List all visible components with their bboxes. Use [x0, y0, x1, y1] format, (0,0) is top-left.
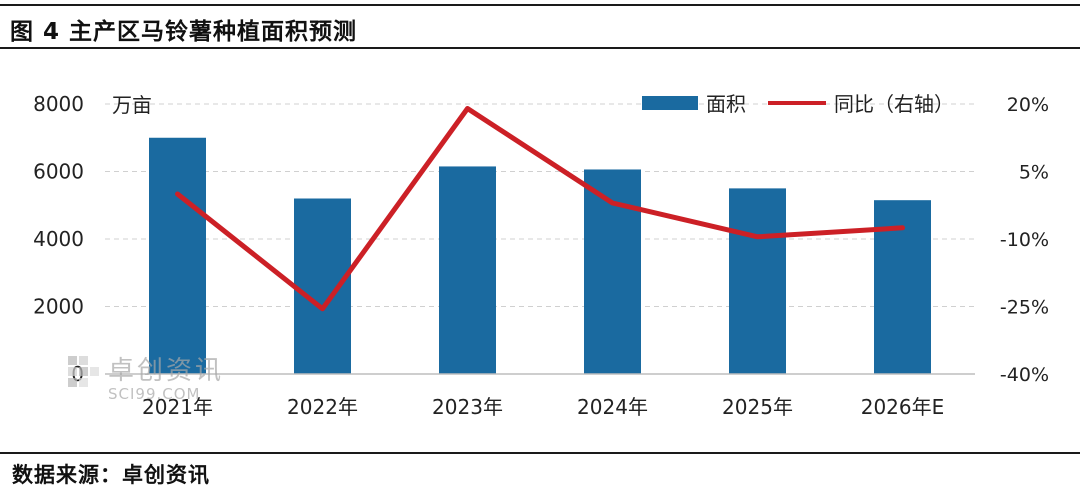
category-label: 2022年 — [287, 395, 358, 419]
left-tick-label: 8000 — [33, 92, 84, 116]
legend: 面积 同比（右轴） — [642, 88, 954, 117]
grid-lines — [105, 103, 975, 307]
category-label: 2025年 — [722, 395, 793, 419]
top-rule — [0, 4, 1080, 6]
bar — [149, 137, 206, 374]
category-label: 2026年E — [861, 395, 945, 419]
bar — [729, 188, 786, 374]
yoy-line — [175, 106, 905, 312]
left-axis-unit: 万亩 — [112, 93, 152, 117]
bar — [439, 166, 496, 374]
line-series — [175, 106, 905, 312]
right-tick-label: 5% — [1019, 162, 1049, 184]
title-rule — [0, 47, 1080, 49]
bar — [294, 198, 351, 374]
legend-bar-swatch — [642, 95, 698, 110]
right-tick-label: -40% — [1000, 364, 1049, 386]
left-tick-label: 0 — [71, 362, 84, 386]
right-tick-label: -10% — [1000, 229, 1049, 251]
right-tick-label: -25% — [1000, 297, 1049, 319]
right-axis: -40% -25% -10% 5% 20% — [1000, 94, 1049, 386]
left-tick-label: 6000 — [33, 160, 84, 184]
legend-line-swatch — [768, 100, 826, 105]
category-label: 2023年 — [432, 395, 503, 419]
legend-line-label: 同比（右轴） — [834, 92, 954, 116]
right-tick-label: 20% — [1007, 94, 1049, 116]
bottom-rule — [0, 452, 1080, 454]
left-axis: 0 2000 4000 6000 8000 — [33, 92, 84, 386]
category-label: 2024年 — [577, 395, 648, 419]
legend-bar-label: 面积 — [706, 92, 746, 116]
category-label: 2021年 — [142, 395, 213, 419]
bar-series — [149, 137, 931, 374]
left-tick-label: 2000 — [33, 295, 84, 319]
category-axis: 2021年 2022年 2023年 2024年 2025年 2026年E — [105, 373, 975, 419]
figure-title: 图 4 主产区马铃薯种植面积预测 — [10, 19, 358, 45]
source-note: 数据来源：卓创资讯 — [12, 463, 210, 487]
left-tick-label: 4000 — [33, 227, 84, 251]
